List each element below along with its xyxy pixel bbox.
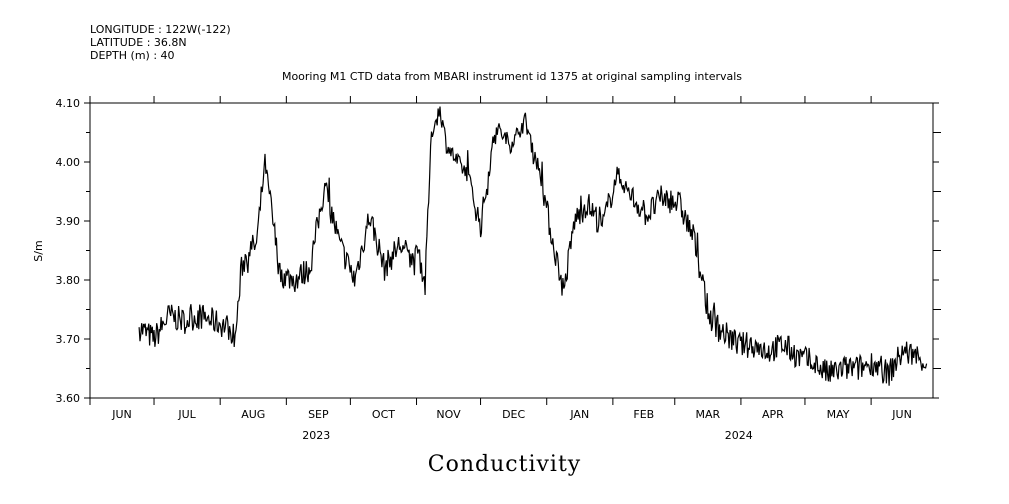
x-month-label: DEC xyxy=(502,408,525,421)
x-month-label: FEB xyxy=(633,408,654,421)
metadata-block: LONGITUDE : 122W(-122) LATITUDE : 36.8N … xyxy=(90,23,231,62)
x-month-label: SEP xyxy=(308,408,329,421)
x-month-label: JAN xyxy=(569,408,589,421)
chart-caption: Conductivity xyxy=(427,452,582,477)
y-tick-label: 3.70 xyxy=(56,333,81,346)
y-tick-label: 3.60 xyxy=(56,392,81,405)
y-axis: 3.60 3.70 3.80 3.90 4.00 4.10 xyxy=(56,97,941,405)
y-tick-label: 4.00 xyxy=(56,156,81,169)
longitude-label: LONGITUDE : 122W(-122) xyxy=(90,23,231,36)
y-tick-label: 4.10 xyxy=(56,97,81,110)
conductivity-series-line xyxy=(138,106,928,386)
x-month-label: JUL xyxy=(177,408,196,421)
x-month-label: MAY xyxy=(827,408,850,421)
x-month-label: NOV xyxy=(436,408,461,421)
x-month-label: JUN xyxy=(111,408,132,421)
x-year-label: 2024 xyxy=(725,429,753,442)
x-month-label: JUN xyxy=(891,408,912,421)
x-axis: JUN JUL AUG SEP OCT NOV DEC JAN FEB MAR APR MAY JUN 2… xyxy=(89,96,912,442)
y-tick-label: 3.90 xyxy=(56,215,81,228)
chart-title: Mooring M1 CTD data from MBARI instrumen… xyxy=(282,70,742,83)
y-tick-label: 3.80 xyxy=(56,274,81,287)
x-month-label: MAR xyxy=(696,408,721,421)
x-year-label: 2023 xyxy=(302,429,330,442)
x-month-label: OCT xyxy=(372,408,395,421)
latitude-label: LATITUDE : 36.8N xyxy=(90,36,187,49)
x-month-label: APR xyxy=(762,408,784,421)
x-month-label: AUG xyxy=(241,408,265,421)
depth-label: DEPTH (m) : 40 xyxy=(90,49,175,62)
y-axis-label: S/m xyxy=(32,240,45,261)
